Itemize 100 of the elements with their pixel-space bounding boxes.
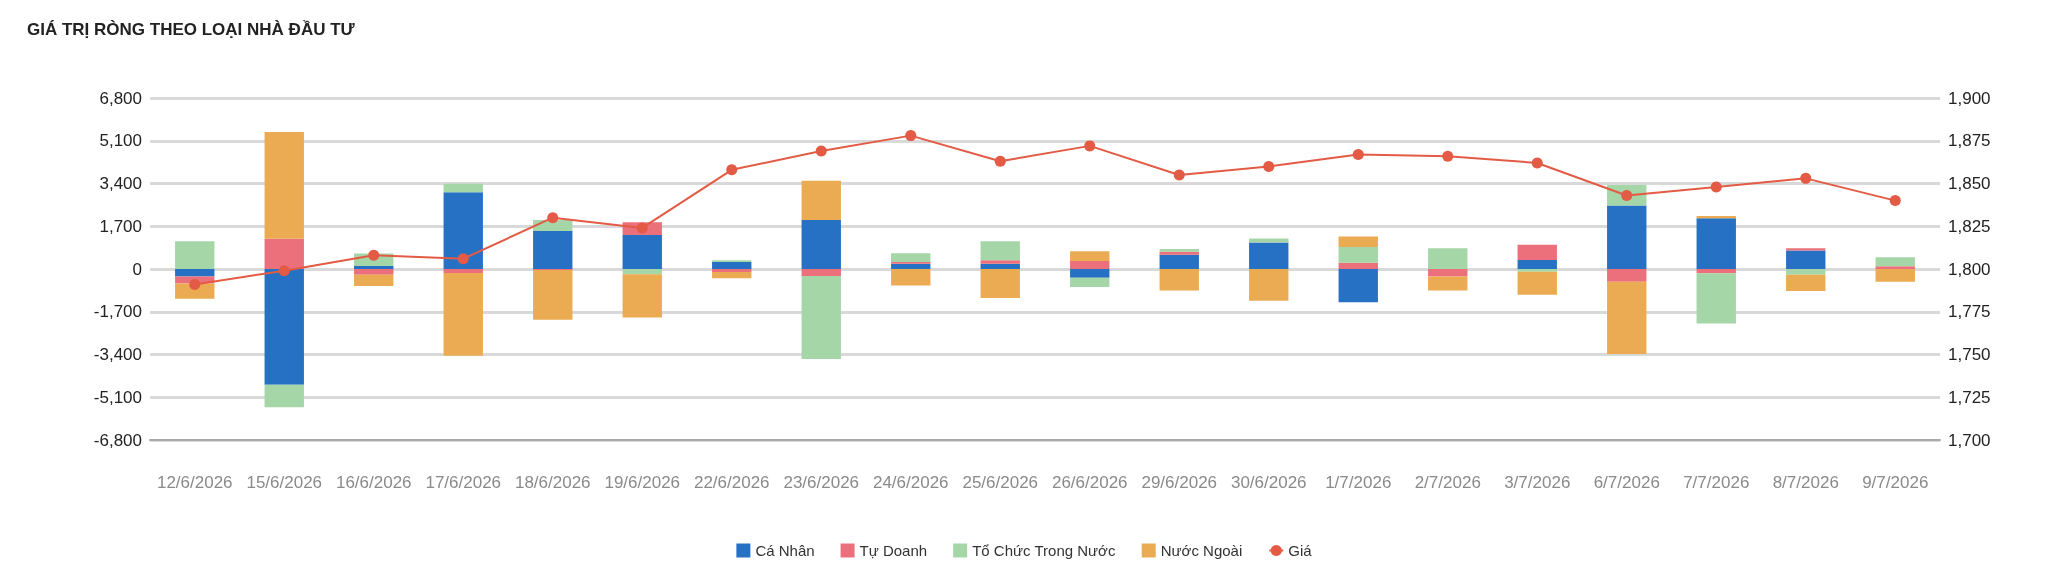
bar (1249, 242, 1289, 269)
bar (1338, 262, 1378, 269)
bar (1428, 276, 1468, 291)
bar (443, 183, 483, 193)
y-tick-label: 1,700 (99, 216, 142, 236)
bar (1249, 269, 1289, 301)
bar (1338, 236, 1378, 248)
x-tick-label: 1/7/2026 (1325, 473, 1392, 492)
x-tick-label: 22/6/2026 (693, 473, 770, 492)
point (1800, 172, 1812, 184)
x-tick-label: 17/6/2026 (425, 473, 502, 492)
y-tick-label: -5,100 (93, 387, 142, 407)
bar (443, 273, 483, 356)
point (1531, 157, 1543, 169)
legend-label: Tự Doanh (859, 542, 928, 559)
legend-label: Nước Ngoài (1160, 542, 1243, 559)
point (547, 212, 559, 224)
bar (980, 269, 1020, 298)
y-tick-label: 0 (132, 259, 142, 279)
bar (1428, 269, 1468, 277)
bar (264, 131, 304, 239)
point (726, 164, 738, 176)
legend-label: Cá Nhân (755, 542, 815, 559)
point (1442, 150, 1454, 162)
bar (980, 241, 1020, 261)
bar (354, 265, 394, 269)
point (1173, 169, 1185, 181)
x-tick-label: 9/7/2026 (1862, 473, 1929, 492)
point (815, 145, 827, 157)
x-tick-label: 15/6/2026 (246, 473, 323, 492)
bar (712, 272, 752, 279)
point (1084, 140, 1096, 152)
y2-tick-label: 1,725 (1948, 387, 1991, 407)
bar (1696, 269, 1736, 274)
x-tick-label: 23/6/2026 (783, 473, 860, 492)
bar (1696, 218, 1736, 269)
point (1352, 148, 1364, 160)
x-tick-label: 30/6/2026 (1230, 473, 1307, 492)
bar (980, 263, 1020, 269)
bar (1249, 238, 1289, 243)
bar (801, 269, 841, 277)
bar (980, 260, 1020, 264)
bar (1517, 271, 1557, 295)
bar (891, 253, 931, 262)
bar (1159, 269, 1199, 291)
bar (1070, 251, 1110, 261)
bar (891, 263, 931, 269)
bar (1070, 277, 1110, 288)
bar (622, 235, 662, 269)
bar (1607, 205, 1647, 269)
y2-tick-label: 1,800 (1948, 259, 1991, 279)
bar (175, 283, 215, 299)
y2-tick-label: 1,750 (1948, 345, 1991, 364)
bar (443, 269, 483, 274)
y2-tick-label: 1,900 (1948, 88, 1991, 108)
bar (1786, 269, 1826, 275)
x-tick-label: 26/6/2026 (1051, 473, 1128, 492)
y-tick-label: 3,400 (99, 174, 142, 193)
x-tick-label: 19/6/2026 (604, 473, 681, 492)
bar (1786, 274, 1826, 291)
x-tick-label: 18/6/2026 (514, 473, 591, 492)
bar (1786, 250, 1826, 269)
x-tick-label: 16/6/2026 (335, 473, 412, 492)
point (905, 130, 917, 142)
legend-label: Giá (1288, 542, 1313, 559)
bar (443, 192, 483, 269)
x-tick-label: 2/7/2026 (1414, 473, 1481, 492)
bar (354, 269, 394, 275)
x-tick-label: 25/6/2026 (962, 473, 1039, 492)
legend-label: Tổ Chức Trong Nước (972, 542, 1116, 559)
bar (1517, 269, 1557, 272)
bar (1070, 260, 1110, 269)
bar (801, 180, 841, 220)
x-tick-label: 29/6/2026 (1141, 473, 1218, 492)
point (1889, 195, 1901, 207)
point (457, 253, 469, 265)
bar (1517, 259, 1557, 269)
x-tick-label: 8/7/2026 (1772, 473, 1839, 492)
bar (1428, 248, 1468, 269)
y-tick-label: -1,700 (93, 302, 142, 322)
point (189, 278, 201, 290)
bar (801, 219, 841, 269)
bar (712, 261, 752, 269)
bar (891, 269, 931, 286)
bar (1338, 269, 1378, 303)
bar (1696, 273, 1736, 324)
y2-tick-label: 1,850 (1948, 174, 1991, 193)
point (1263, 160, 1275, 172)
x-tick-label: 7/7/2026 (1683, 473, 1750, 492)
bar (1875, 266, 1915, 269)
x-tick-label: 3/7/2026 (1504, 473, 1571, 492)
bar (1517, 244, 1557, 260)
y2-tick-label: 1,875 (1948, 131, 1991, 151)
bar (1338, 247, 1378, 263)
bar (1070, 269, 1110, 278)
bar (354, 274, 394, 287)
bar (533, 270, 573, 320)
bar (264, 384, 304, 408)
bar (712, 269, 752, 273)
x-tick-label: 6/7/2026 (1593, 473, 1660, 492)
